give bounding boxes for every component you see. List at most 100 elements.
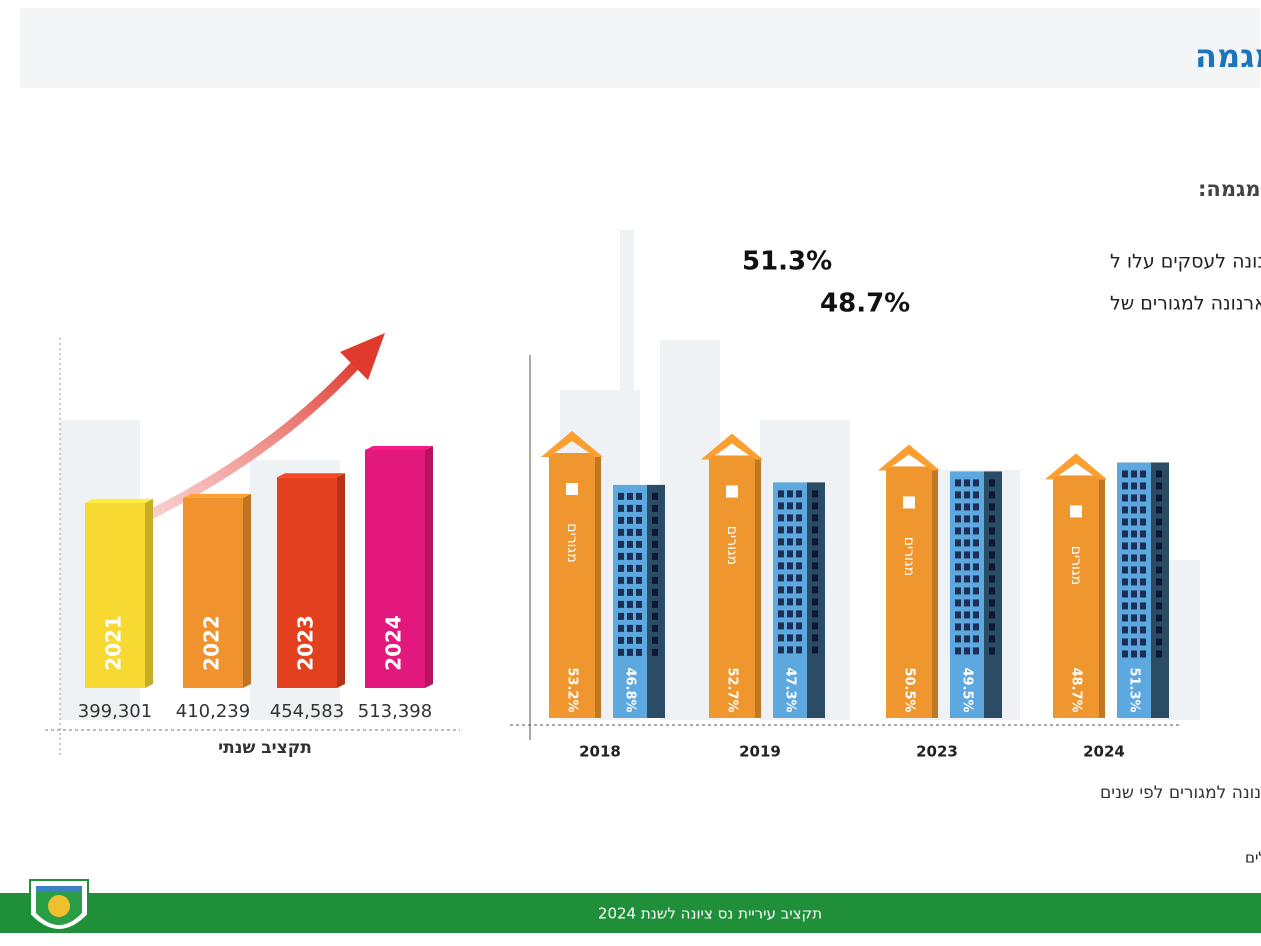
building-side (1151, 462, 1169, 718)
building-window (812, 502, 818, 510)
building-window (627, 636, 633, 644)
building-window (787, 634, 793, 642)
building-window (1131, 518, 1137, 526)
building-window (778, 634, 784, 642)
building-window (1131, 470, 1137, 478)
series-label: מגורים (1068, 546, 1084, 585)
building-window (1156, 554, 1162, 562)
building-window (964, 563, 970, 571)
building-window (973, 539, 979, 547)
building-window (1122, 566, 1128, 574)
building-window (1140, 566, 1146, 574)
building-window (618, 564, 624, 572)
building-window (973, 491, 979, 499)
building-window (618, 612, 624, 620)
building-window (1140, 602, 1146, 610)
series-label: מגורים (724, 526, 740, 565)
building-window (1140, 518, 1146, 526)
building-window (787, 538, 793, 546)
building-window (973, 503, 979, 511)
building-window (964, 599, 970, 607)
building-window (955, 647, 961, 655)
building-window (636, 540, 642, 548)
building-window (955, 515, 961, 523)
building-window (652, 540, 658, 548)
building-window (955, 587, 961, 595)
bar-top (365, 446, 433, 450)
value-label: 49.5% (960, 667, 975, 712)
value-label: 46.8% (623, 667, 638, 712)
building-window (787, 574, 793, 582)
building-window (787, 646, 793, 654)
building-window (1156, 542, 1162, 550)
building-window (812, 514, 818, 522)
building-window (778, 502, 784, 510)
building-window (636, 552, 642, 560)
building-window (796, 538, 802, 546)
building-window (973, 611, 979, 619)
highlight-text: מול ארנונה למגורים של (1110, 293, 1261, 315)
building-window (989, 491, 995, 499)
building-window (1131, 566, 1137, 574)
building-window (636, 492, 642, 500)
bar (277, 477, 337, 688)
building-window (787, 562, 793, 570)
building-window (618, 528, 624, 536)
building-window (627, 540, 633, 548)
building-window (1156, 566, 1162, 574)
building-window (973, 551, 979, 559)
bar-side (145, 498, 153, 688)
building-window (973, 599, 979, 607)
x-tick-label: 2019 (739, 743, 781, 761)
building-window (1156, 638, 1162, 646)
x-tick-label: 2024 (1083, 743, 1125, 761)
building-window (964, 575, 970, 583)
building-window (652, 612, 658, 620)
bar-top (277, 473, 345, 478)
building-window (778, 610, 784, 618)
building-window (787, 526, 793, 534)
building-window (1156, 650, 1162, 658)
bar-category-label: 2022 (200, 615, 224, 671)
building-window (1140, 614, 1146, 622)
building-window (627, 612, 633, 620)
house-roof (1045, 453, 1107, 480)
building-window (796, 586, 802, 594)
building-window (1122, 482, 1128, 490)
building-window (964, 587, 970, 595)
building-window (787, 490, 793, 498)
building-window (964, 479, 970, 487)
building-window (812, 574, 818, 582)
building-window (787, 550, 793, 558)
building-window (627, 648, 633, 656)
building-window (1140, 626, 1146, 634)
logo (29, 879, 89, 931)
building-window (778, 514, 784, 522)
building-window (1156, 614, 1162, 622)
building-window (1140, 542, 1146, 550)
building-window (955, 527, 961, 535)
x-axis-label: היחס בין ארנונה מעסקים לעומת ארנונה למגו… (1100, 783, 1261, 803)
building-window (796, 526, 802, 534)
window (1070, 505, 1082, 518)
building-window (627, 600, 633, 608)
building-window (973, 515, 979, 523)
building-window (1122, 614, 1128, 622)
building-window (1131, 590, 1137, 598)
value-label: 47.3% (783, 667, 798, 712)
x-tick-label: 2023 (916, 743, 958, 761)
window (566, 483, 578, 495)
building-window (812, 526, 818, 534)
value-label: 53.2% (565, 667, 580, 712)
building-window (1122, 530, 1128, 538)
header-band (20, 8, 1260, 88)
building-window (627, 516, 633, 524)
building-window (955, 611, 961, 619)
building-window (787, 622, 793, 630)
building-window (1122, 626, 1128, 634)
building-window (1140, 494, 1146, 502)
building-window (618, 636, 624, 644)
building-window (1131, 578, 1137, 586)
building-window (1140, 470, 1146, 478)
